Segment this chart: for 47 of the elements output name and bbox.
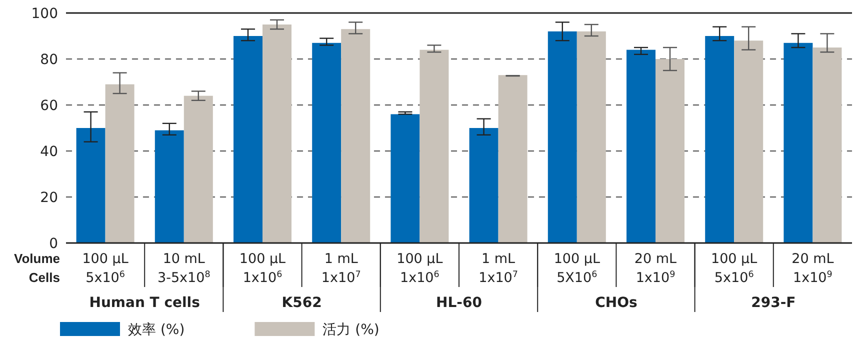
x-tick-label: 1 mL 1x10$^{7}$	[321, 251, 361, 286]
bar	[784, 42, 813, 243]
text: K562	[282, 295, 322, 311]
x-tick-label: 20 mL 1x10$^{9}$	[634, 251, 678, 286]
legend: 活力 (%)	[254, 322, 380, 338]
x-tick-label: 100 µL 5x10$^{6}$	[82, 251, 129, 286]
bar	[420, 50, 449, 243]
legend-label: 效率 (%)	[128, 322, 185, 338]
bar	[576, 31, 606, 243]
text: Volume	[14, 251, 60, 266]
bar	[76, 128, 106, 243]
bar	[154, 130, 184, 243]
bar	[705, 36, 734, 243]
legend-label: 活力 (%)	[322, 322, 380, 338]
x-tick-label: 1 mL 1x10$^{7}$	[478, 251, 518, 286]
bar	[548, 31, 577, 243]
y-tick-label: 60	[40, 98, 58, 114]
bar	[498, 75, 528, 243]
text: Human T cells	[89, 295, 200, 311]
y-tick-label: 80	[40, 52, 58, 68]
bar	[184, 96, 213, 243]
bar	[234, 36, 262, 243]
x-tick-label: 100 µL 5x10$^{6}$	[711, 251, 758, 286]
bar	[312, 42, 342, 243]
x-tick-label: 20 mL 1x10$^{9}$	[792, 251, 834, 286]
bar	[105, 84, 134, 243]
bar	[812, 48, 842, 243]
y-tick-label: 0	[49, 236, 58, 252]
bar	[734, 40, 764, 243]
bar	[262, 24, 292, 243]
bar	[341, 29, 370, 243]
x-tick-label: 100 µL 1x10$^{6}$	[396, 251, 444, 286]
y-tick-label: 40	[40, 144, 58, 160]
y-tick-label: 100	[31, 6, 58, 22]
text: Cells	[28, 270, 60, 285]
bar	[626, 50, 656, 243]
y-tick-label: 20	[40, 190, 58, 206]
bar	[390, 114, 420, 243]
x-tick-label: 100 µL 5X10$^{6}$	[554, 251, 600, 286]
bar	[469, 128, 498, 243]
legend: 效率 (%)	[60, 322, 185, 338]
bar	[656, 59, 684, 243]
text: HL-60	[436, 295, 482, 311]
x-tick-label: 10 mL 3-5x10$^{8}$	[158, 251, 210, 286]
text: CHOs	[595, 295, 638, 311]
text: 293-F	[751, 295, 796, 311]
x-tick-label: 100 µL 1x10$^{6}$	[239, 251, 286, 286]
